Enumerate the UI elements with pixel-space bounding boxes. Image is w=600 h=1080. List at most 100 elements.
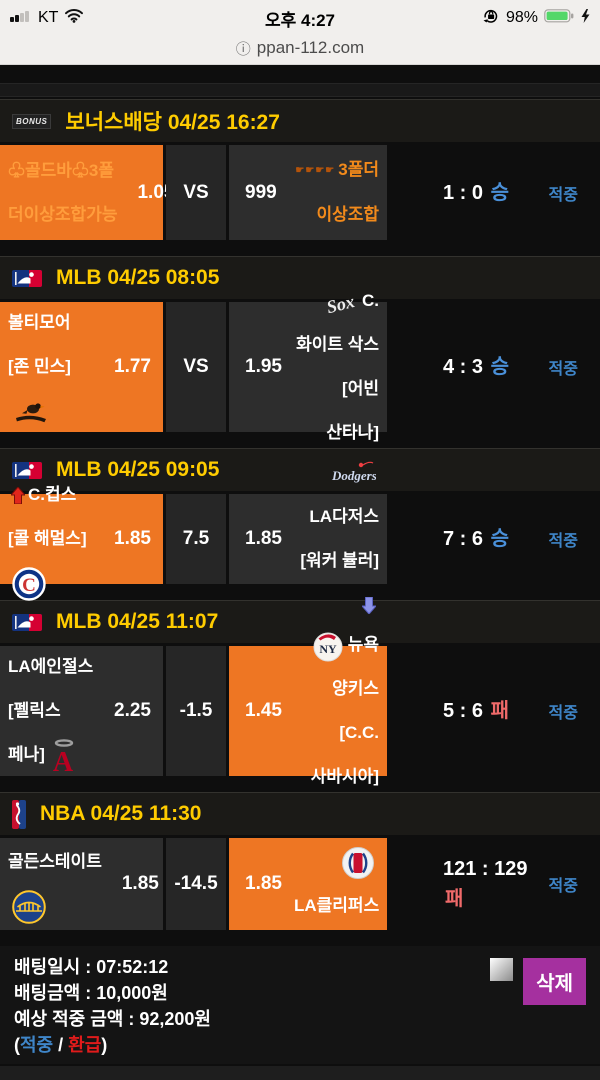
handicap-cell[interactable]: VS (166, 302, 226, 432)
odds-value: 1.45 (245, 700, 282, 721)
away-team-cell[interactable]: 1.85 Dodgers LA다저스 [워커 뷸러] (229, 461, 387, 615)
team-name: ☛☛☛☛ 3폴더 이상조합 (295, 160, 379, 224)
angels-logo-icon: A (53, 738, 74, 778)
section-header: MLB 04/25 11:07 (0, 600, 600, 643)
home-team-cell[interactable]: 볼티모어 [존 민스] 1.77 (0, 302, 163, 432)
handicap-cell[interactable]: VS (166, 145, 226, 240)
hit-status: 적중 (548, 878, 578, 895)
score-area: 4 : 3 승 적중 (387, 302, 600, 432)
svg-text:NY: NY (319, 642, 337, 656)
away-team-cell[interactable]: 1.45 NY 뉴욕 양키스 [C.C. 사바시아] (229, 632, 387, 786)
odds-value: 1.95 (245, 356, 282, 377)
mlb-league-icon (12, 461, 42, 479)
home-team-cell[interactable]: 골든스테이트 1.85 (0, 838, 163, 930)
bottom-strip (0, 1066, 600, 1080)
away-team-cell[interactable]: 1.85 LA클리퍼스 (229, 838, 387, 930)
section-title: MLB 04/25 08:05 (56, 266, 220, 289)
battery-percent: 98% (505, 9, 538, 26)
expected-payout-text: 예상 적중 금액 : 92,200원 (14, 1009, 211, 1029)
arrow-down-icon (360, 596, 378, 615)
team-name: Sox C.화이트 삭스 [어빈 산타나] (286, 277, 387, 457)
section-title: NBA 04/25 11:30 (40, 802, 202, 825)
section-header: MLB 04/25 08:05 (0, 256, 600, 299)
section-header: BONUS 보너스배당 04/25 16:27 (0, 99, 600, 142)
svg-text:Sox: Sox (325, 291, 357, 317)
match-row: LA에인절스 [펠릭스 페나] A 2.25 -1.5 1.45 NY 뉴욕 양키스 [C.… (0, 632, 600, 786)
match-row: 볼티모어 [존 민스] 1.77 VS 1.95 Sox C.화이트 삭스 [어빈 산타나… (0, 291, 600, 442)
handicap-cell[interactable]: -14.5 (166, 838, 226, 930)
match-section: NBA 04/25 11:30 골든스테이트 1.85 -14.5 1.85 LA클리퍼스… (0, 792, 600, 930)
battery-icon (544, 8, 575, 28)
match-section: BONUS 보너스배당 04/25 16:27 ♧골드바♧3폴 더이상조합가능 1.0… (0, 99, 600, 240)
delete-button[interactable]: 삭제 (523, 958, 586, 1005)
away-team-cell[interactable]: 1.95 Sox C.화이트 삭스 [어빈 산타나] (229, 291, 387, 442)
team-name: NY 뉴욕 양키스 [C.C. 사바시아] (286, 621, 387, 801)
odds-value: 1.77 (114, 356, 151, 377)
yankees-logo-icon: NY (313, 632, 343, 662)
hit-status: 적중 (548, 186, 578, 204)
away-team-cell[interactable]: 999 ☛☛☛☛ 3폴더 이상조합 (229, 145, 387, 240)
arrow-up-icon (9, 486, 27, 505)
bet-time-text: 배팅일시 : 07:52:12 (14, 957, 169, 977)
hit-status: 적중 (548, 361, 578, 378)
address-bar[interactable]: ⓘ ppan-112.com (0, 34, 600, 62)
result-label: 패 (490, 700, 509, 722)
match-section: MLB 04/25 11:07 LA에인절스 [펠릭스 페나] A 2.25 -1.5 1… (0, 600, 600, 786)
home-team-cell[interactable]: LA에인절스 [펠릭스 페나] A 2.25 (0, 646, 163, 778)
match-section: MLB 04/25 09:05 C.컵스 [콜 해멀스] C 1.85 7.5 1.85 D… (0, 448, 600, 615)
mlb-logo-icon (12, 269, 42, 287)
hit-status: 적중 (548, 705, 578, 722)
handicap-cell[interactable]: 7.5 (166, 494, 226, 584)
odds-value: 1.85 (114, 528, 151, 549)
svg-text:Dodgers: Dodgers (331, 468, 376, 483)
signal-bars-icon (10, 9, 32, 27)
clippers-logo-icon (342, 846, 375, 879)
browser-chrome: KT 오후 4:27 98% (0, 0, 600, 65)
rotation-lock-icon (482, 8, 500, 29)
carrier-label: KT (38, 9, 59, 26)
warriors-logo-icon (12, 889, 46, 924)
score-area: 7 : 6 승 적중 (387, 494, 600, 584)
result-label: 승 (490, 356, 509, 378)
cubs-logo-icon: C (12, 566, 46, 601)
legend-hit: 적중 (20, 1035, 54, 1055)
bonus-badge-icon: BONUS (12, 113, 52, 129)
match-row: C.컵스 [콜 해멀스] C 1.85 7.5 1.85 Dodgers LA다저스 [워커… (0, 461, 600, 615)
odds-value: 1.85 (121, 873, 159, 894)
svg-text:A: A (53, 747, 74, 775)
handicap-cell[interactable]: -1.5 (166, 646, 226, 776)
odds-value: 1.05 (137, 181, 175, 203)
match-row: 골든스테이트 1.85 -14.5 1.85 LA클리퍼스 121 : 129 패 적중 (0, 838, 600, 930)
dodgers-logo-icon: Dodgers (331, 461, 377, 483)
match-row: ♧골드바♧3폴 더이상조합가능 1.05 VS 999 ☛☛☛☛ 3폴더 이상조합 1 : … (0, 145, 600, 240)
svg-text:C: C (22, 575, 36, 596)
score-text: 121 : 129 패 (443, 858, 528, 910)
whitesox-logo-icon: Sox (325, 291, 357, 317)
legend-refund: 환급 (68, 1035, 102, 1055)
bet-amount-text: 배팅금액 : 10,000원 (14, 983, 168, 1003)
mlb-logo-icon (12, 613, 42, 631)
section-header: MLB 04/25 09:05 (0, 448, 600, 491)
score-area: 1 : 0 승 적중 (387, 145, 600, 240)
pointing-finger-icons: ☛☛☛☛ (295, 165, 336, 176)
info-icon[interactable]: ⓘ (235, 40, 251, 58)
hit-status: 적중 (548, 533, 578, 550)
section-title: 보너스배당 04/25 16:27 (65, 111, 280, 134)
odds-value: 1.85 (245, 528, 282, 549)
score-text: 5 : 6 패 (443, 700, 509, 722)
nba-logo-icon (12, 799, 26, 829)
home-team-cell[interactable]: ♧골드바♧3폴 더이상조합가능 1.05 (0, 145, 174, 240)
section-header: NBA 04/25 11:30 (0, 792, 600, 835)
delete-checkbox[interactable] (490, 958, 514, 981)
orioles-logo-icon (16, 403, 46, 423)
team-name: C.컵스 [콜 해멀스] C (0, 471, 102, 607)
bonus-league-icon: BONUS (12, 113, 52, 129)
team-name: LA클리퍼스 (286, 838, 387, 930)
home-team-cell[interactable]: C.컵스 [콜 해멀스] C 1.85 (0, 485, 163, 601)
score-text: 7 : 6 승 (443, 528, 509, 550)
bet-sections: BONUS 보너스배당 04/25 16:27 ♧골드바♧3폴 더이상조합가능 1.0… (0, 99, 600, 930)
team-name: 골든스테이트 (0, 838, 110, 930)
section-title: MLB 04/25 09:05 (56, 458, 220, 481)
result-label: 패 (445, 888, 464, 910)
odds-value: 999 (245, 181, 277, 203)
